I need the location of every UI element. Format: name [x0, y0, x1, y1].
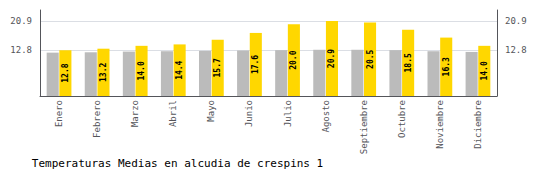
svg-text:20.9: 20.9 — [505, 16, 527, 26]
svg-text:Julio: Julio — [283, 100, 293, 127]
svg-text:Noviembre: Noviembre — [435, 100, 445, 149]
svg-text:14.0: 14.0 — [480, 61, 489, 80]
svg-text:20.9: 20.9 — [327, 49, 336, 68]
svg-text:14.4: 14.4 — [175, 60, 184, 79]
svg-text:20.9: 20.9 — [10, 16, 32, 26]
svg-text:Diciembre: Diciembre — [473, 100, 483, 149]
svg-text:Marzo: Marzo — [130, 100, 140, 127]
svg-text:Octubre: Octubre — [397, 100, 407, 138]
svg-text:14.0: 14.0 — [137, 61, 146, 80]
svg-text:12.8: 12.8 — [505, 45, 527, 55]
svg-text:Mayo: Mayo — [206, 100, 216, 122]
svg-text:Temperaturas Medias en alcudia: Temperaturas Medias en alcudia de crespi… — [32, 157, 323, 170]
svg-text:12.8: 12.8 — [10, 45, 32, 55]
svg-text:Enero: Enero — [54, 100, 64, 127]
svg-text:17.6: 17.6 — [251, 55, 260, 74]
svg-text:Abril: Abril — [168, 100, 178, 127]
svg-text:15.7: 15.7 — [213, 58, 222, 77]
svg-text:13.2: 13.2 — [99, 63, 108, 82]
svg-text:18.5: 18.5 — [404, 53, 413, 72]
svg-text:20.0: 20.0 — [289, 50, 298, 69]
svg-text:16.3: 16.3 — [442, 57, 451, 76]
svg-text:Febrero: Febrero — [92, 100, 102, 138]
svg-text:12.8: 12.8 — [61, 63, 70, 82]
svg-text:Agosto: Agosto — [321, 100, 331, 133]
svg-text:20.5: 20.5 — [366, 49, 375, 68]
svg-text:Junio: Junio — [244, 100, 254, 127]
svg-text:Septiembre: Septiembre — [359, 100, 369, 154]
